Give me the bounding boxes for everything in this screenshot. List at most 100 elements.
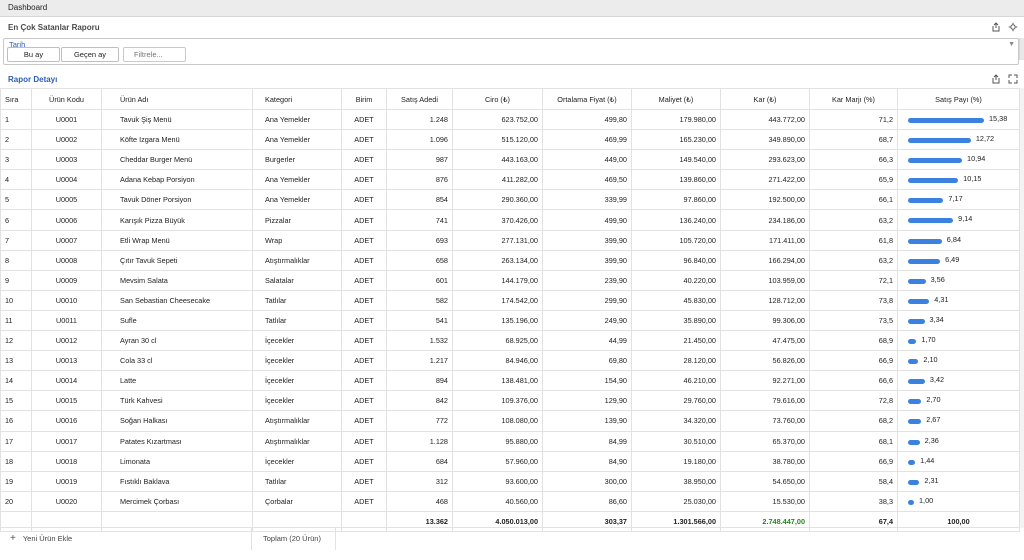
- share-value: 12,72: [975, 134, 995, 144]
- margin-cell: 73,5: [809, 309, 898, 332]
- table-row[interactable]: 5 U0005 Tavuk Döner Porsiyon Ana Yemekler AD…: [0, 189, 1020, 211]
- row-index-cell: 10: [0, 289, 32, 311]
- column-header[interactable]: Maliyet (₺): [631, 88, 721, 110]
- avg-price-cell: 449,00: [542, 149, 632, 171]
- table-row[interactable]: 20 U0020 Mercimek Çorbası Çorbalar ADET 468 40…: [0, 490, 1020, 512]
- margin-cell: 63,2: [809, 249, 898, 271]
- product-name-cell: Tavuk Döner Porsiyon: [101, 189, 253, 211]
- profit-cell: 192.500,00: [720, 189, 810, 211]
- sales-qty-cell: 772: [386, 410, 453, 432]
- share-value: 6,84: [946, 234, 961, 244]
- table-row[interactable]: 10 U0010 San Sebastian Cheesecake Tatlılar A…: [0, 289, 1020, 311]
- add-product-button[interactable]: + Yeni Ürün Ekle: [10, 533, 72, 544]
- column-header[interactable]: Kar Marjı (%): [809, 88, 898, 110]
- share-cell: 9,14: [897, 209, 1020, 231]
- column-header[interactable]: Ürün Adı: [101, 88, 253, 110]
- table-row[interactable]: 19 U0019 Fıstıklı Baklava Tatlılar ADET 312 93…: [0, 470, 1020, 492]
- filter-input[interactable]: [123, 47, 186, 62]
- top-bar: Dashboard: [0, 0, 1024, 17]
- table-row[interactable]: 13 U0013 Cola 33 cl İçecekler ADET 1.217 84.94…: [0, 350, 1020, 372]
- total-avg-cell: 303,37: [542, 510, 632, 532]
- tab-dashboard[interactable]: Dashboard: [8, 3, 48, 12]
- row-index-cell: 16: [0, 410, 32, 432]
- unit-cell: ADET: [341, 430, 387, 452]
- cost-cell: 30.510,00: [631, 430, 721, 452]
- avg-price-cell: 469,50: [542, 169, 632, 191]
- table-row[interactable]: 7 U0007 Etli Wrap Menü Wrap ADET 693 277.131,0…: [0, 229, 1020, 251]
- cost-cell: 19.180,00: [631, 450, 721, 472]
- column-header[interactable]: Sıra: [0, 88, 32, 110]
- table-row[interactable]: 16 U0016 Soğan Halkası Atıştırmalıklar ADET 7…: [0, 410, 1020, 432]
- category-cell: Atıştırmalıklar: [252, 410, 342, 432]
- share-value: 15,38: [989, 114, 1008, 123]
- caret-down-icon[interactable]: ▼: [1008, 41, 1015, 48]
- row-index-cell: 3: [0, 149, 32, 171]
- detail-header: Rapor Detayı: [0, 70, 1024, 88]
- unit-cell: ADET: [341, 289, 387, 311]
- this-month-button[interactable]: Bu ay: [7, 47, 60, 62]
- revenue-cell: 40.560,00: [452, 490, 543, 512]
- profit-cell: 54.650,00: [720, 470, 810, 492]
- profit-cell: 271.422,00: [720, 169, 810, 191]
- column-header[interactable]: Kar (₺): [720, 88, 810, 110]
- sales-qty-cell: 582: [386, 289, 453, 311]
- share-value: 2,67: [926, 415, 941, 425]
- share-bar: [908, 258, 941, 264]
- table-row[interactable]: 8 U0008 Çıtır Tavuk Sepeti Atıştırmalıklar A…: [0, 249, 1020, 271]
- share-icon[interactable]: [990, 22, 1001, 33]
- table-scrollbar[interactable]: [1019, 88, 1024, 528]
- table-row[interactable]: 18 U0018 Limonata İçecekler ADET 684 57.960,00…: [0, 450, 1020, 472]
- row-index-cell: 12: [0, 330, 32, 352]
- revenue-cell: 263.134,00: [452, 249, 543, 271]
- margin-cell: 72,8: [809, 390, 898, 412]
- product-code-cell: U0017: [31, 430, 102, 452]
- margin-cell: 61,8: [809, 229, 898, 251]
- avg-price-cell: 129,90: [542, 390, 632, 412]
- table-row[interactable]: 4 U0004 Adana Kebap Porsiyon Ana Yemekler AD…: [0, 169, 1020, 191]
- sales-qty-cell: 541: [386, 309, 453, 332]
- expand-icon[interactable]: [1007, 74, 1018, 85]
- table-row[interactable]: 12 U0012 Ayran 30 cl İçecekler ADET 1.532 68.9…: [0, 330, 1020, 352]
- row-index-cell: 8: [0, 249, 32, 271]
- column-header[interactable]: Kategori: [252, 88, 342, 110]
- scrollbar[interactable]: [1019, 38, 1024, 60]
- table-row[interactable]: 15 U0015 Türk Kahvesi İçecekler ADET 842 109.3…: [0, 390, 1020, 412]
- share-cell: 15,38: [897, 108, 1020, 131]
- column-header[interactable]: Ortalama Fiyat (₺): [542, 88, 632, 110]
- profit-cell: 15.530,00: [720, 490, 810, 512]
- sales-qty-cell: 468: [386, 490, 453, 512]
- last-month-button[interactable]: Geçen ay: [61, 47, 119, 62]
- column-header[interactable]: Ürün Kodu: [31, 88, 102, 110]
- table-row[interactable]: 1 U0001 Tavuk Şiş Menü Ana Yemekler ADET 1.24…: [0, 108, 1020, 131]
- revenue-cell: 290.360,00: [452, 189, 543, 211]
- table-row[interactable]: 3 U0003 Cheddar Burger Menü Burgerler ADET 98…: [0, 149, 1020, 171]
- table-row[interactable]: 2 U0002 Köfte Izgara Menü Ana Yemekler ADET 1…: [0, 129, 1020, 151]
- category-cell: Tatlılar: [252, 289, 342, 311]
- product-code-cell: U0013: [31, 350, 102, 372]
- profit-cell: 128.712,00: [720, 289, 810, 311]
- share-icon[interactable]: [990, 74, 1001, 85]
- cost-cell: 136.240,00: [631, 209, 721, 231]
- table-row[interactable]: 14 U0014 Latte İçecekler ADET 894 138.481,00 15…: [0, 370, 1020, 392]
- margin-cell: 66,9: [809, 350, 898, 372]
- unit-cell: ADET: [341, 370, 387, 392]
- revenue-cell: 277.131,00: [452, 229, 543, 251]
- table-row[interactable]: 6 U0006 Karışık Pizza Büyük Pizzalar ADET 741…: [0, 209, 1020, 231]
- column-header[interactable]: Satış Adedi: [386, 88, 453, 110]
- avg-price-cell: 249,90: [542, 309, 632, 332]
- category-cell: Tatlılar: [252, 309, 342, 332]
- profit-cell: 38.780,00: [720, 450, 810, 472]
- unit-cell: ADET: [341, 269, 387, 291]
- share-cell: 2,31: [897, 470, 1020, 492]
- column-header[interactable]: Birim: [341, 88, 387, 110]
- column-header[interactable]: Satış Payı (%): [897, 88, 1020, 110]
- share-cell: 3,34: [897, 309, 1020, 332]
- table-row[interactable]: 9 U0009 Mevsim Salata Salatalar ADET 601 144.1…: [0, 269, 1020, 291]
- settings-icon[interactable]: [1007, 22, 1018, 33]
- table-row[interactable]: 17 U0017 Patates Kızartması Atıştırmalıklar…: [0, 430, 1020, 452]
- footer-total-label: Toplam (20 Ürün): [263, 534, 321, 543]
- cost-cell: 46.210,00: [631, 370, 721, 392]
- table-row[interactable]: 11 U0011 Sufle Tatlılar ADET 541 135.196,00 249…: [0, 309, 1020, 332]
- column-header[interactable]: Ciro (₺): [452, 88, 543, 110]
- share-cell: 6,84: [897, 229, 1020, 251]
